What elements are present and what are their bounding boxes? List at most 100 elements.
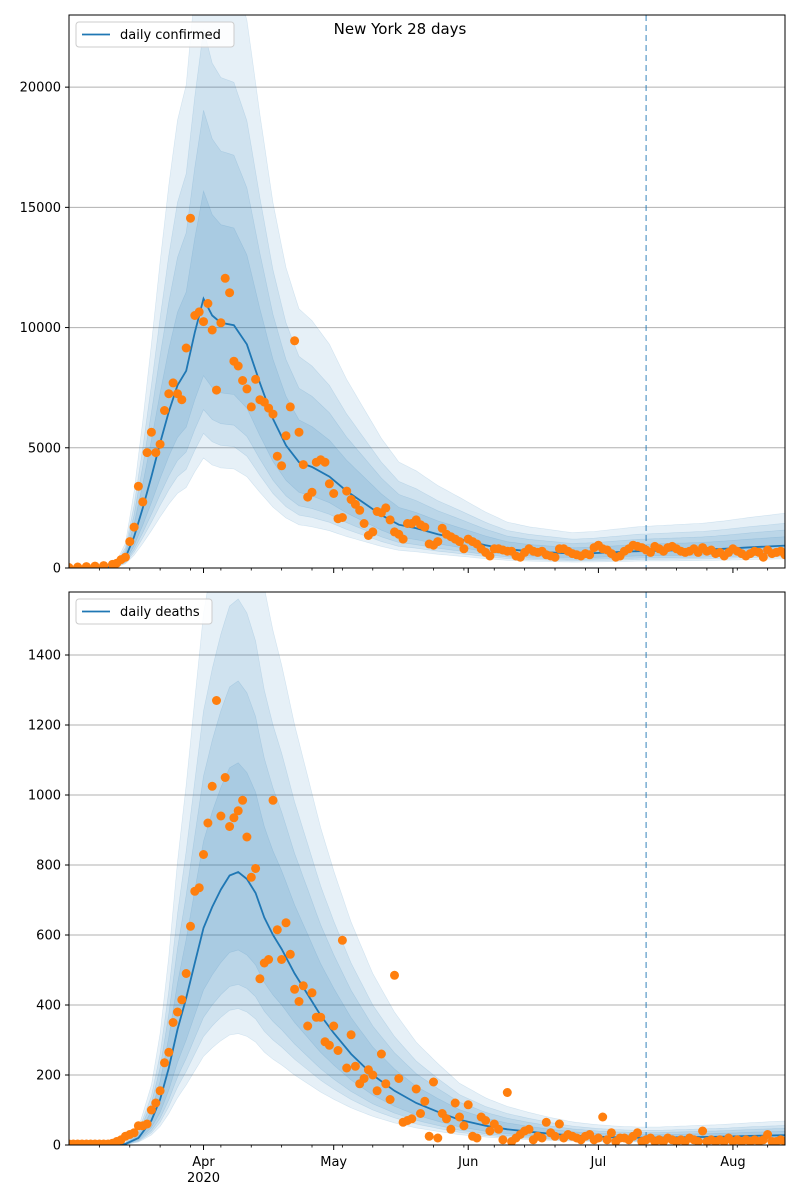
data-point xyxy=(146,1105,156,1115)
data-point xyxy=(281,431,291,441)
data-point xyxy=(329,1021,339,1031)
data-point xyxy=(381,503,391,513)
data-point xyxy=(316,1012,326,1022)
legend-label: daily confirmed xyxy=(120,28,221,43)
data-point xyxy=(346,1030,356,1040)
x-tick-label: Jul xyxy=(590,1155,607,1170)
legend-box xyxy=(75,598,213,625)
data-point xyxy=(155,439,165,449)
data-point xyxy=(359,1074,369,1083)
data-point xyxy=(277,461,287,471)
data-point xyxy=(138,497,148,507)
data-point xyxy=(238,376,248,385)
data-point xyxy=(129,522,139,532)
x-tick-label: Apr xyxy=(192,1155,215,1170)
data-point xyxy=(337,513,347,522)
data-point xyxy=(199,850,208,859)
x-tick-label: May xyxy=(320,1155,347,1170)
data-point xyxy=(294,997,304,1006)
data-point xyxy=(698,1126,708,1136)
data-point xyxy=(355,505,365,515)
data-point xyxy=(385,1095,395,1104)
y-tick-label: 0 xyxy=(53,1139,61,1154)
data-point xyxy=(294,427,304,437)
data-point xyxy=(194,883,204,893)
data-point xyxy=(342,1063,352,1073)
data-point xyxy=(333,1046,343,1055)
data-point xyxy=(537,1133,547,1143)
data-point xyxy=(390,970,399,980)
data-point xyxy=(416,1109,425,1118)
axes-frame xyxy=(68,591,786,1146)
y-tick-label: 0 xyxy=(53,562,61,577)
data-point xyxy=(168,1018,178,1027)
legend-label: daily deaths xyxy=(120,605,200,620)
data-point xyxy=(337,935,347,945)
data-point xyxy=(281,918,291,928)
data-point xyxy=(485,551,495,561)
data-point xyxy=(177,395,187,405)
data-point xyxy=(272,925,282,935)
data-point xyxy=(342,486,352,496)
data-point xyxy=(151,1098,161,1108)
data-point xyxy=(212,385,221,395)
data-point xyxy=(285,949,295,959)
data-point xyxy=(238,795,248,805)
data-point xyxy=(285,402,295,412)
x-tick-label: Aug xyxy=(720,1155,745,1170)
data-point xyxy=(693,1137,703,1145)
data-point xyxy=(160,406,169,415)
data-point xyxy=(151,448,161,458)
data-point xyxy=(429,1077,438,1087)
y-tick-label: 400 xyxy=(36,999,61,1014)
data-point xyxy=(69,563,74,568)
data-point xyxy=(133,481,143,491)
data-point xyxy=(372,1086,382,1096)
data-point xyxy=(125,537,135,547)
data-point xyxy=(763,1130,773,1139)
data-point xyxy=(255,974,265,984)
data-point xyxy=(502,1088,512,1097)
data-point xyxy=(290,336,300,346)
data-point xyxy=(90,561,100,568)
data-point xyxy=(442,1114,451,1124)
data-point xyxy=(381,1079,391,1089)
data-point xyxy=(173,1007,182,1017)
data-point xyxy=(758,552,768,562)
data-point xyxy=(350,1061,360,1071)
legend: daily deaths xyxy=(75,598,213,625)
y-tick-label: 200 xyxy=(36,1069,61,1084)
data-point xyxy=(203,299,213,308)
uncertainty-band xyxy=(69,598,785,1145)
data-point xyxy=(598,1112,608,1122)
data-point xyxy=(164,1047,174,1057)
data-point xyxy=(246,402,256,412)
uncertainty-band xyxy=(69,592,785,1145)
data-point xyxy=(494,1124,504,1134)
data-point xyxy=(181,969,191,978)
data-point xyxy=(233,806,243,816)
data-point xyxy=(602,1135,612,1145)
data-point xyxy=(268,795,278,805)
uncertainty-band xyxy=(69,15,785,568)
data-point xyxy=(225,822,235,831)
data-point xyxy=(251,374,261,384)
data-point xyxy=(272,451,282,461)
data-point xyxy=(290,984,300,994)
y-tick-label: 20000 xyxy=(20,81,61,96)
uncertainty-band xyxy=(69,762,785,1145)
data-point xyxy=(181,343,191,353)
data-point xyxy=(550,1131,560,1141)
data-point xyxy=(242,384,252,394)
data-point xyxy=(242,832,252,842)
plot-area xyxy=(69,15,785,568)
data-point xyxy=(329,489,339,498)
data-point xyxy=(186,921,195,931)
data-point xyxy=(177,995,187,1005)
data-point xyxy=(268,409,278,419)
data-point xyxy=(307,988,317,998)
data-point xyxy=(225,288,235,298)
x-tick-sublabel: 2020 xyxy=(187,1171,220,1186)
data-point xyxy=(146,427,156,437)
